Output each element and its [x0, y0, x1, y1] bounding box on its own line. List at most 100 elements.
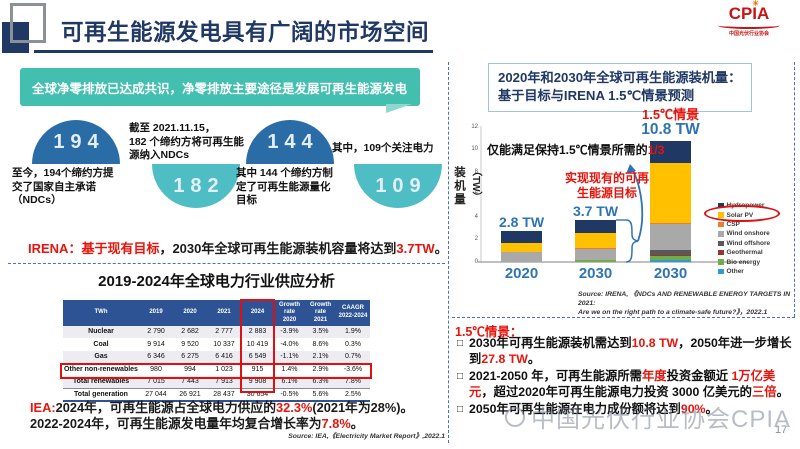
table-cell: 6 275	[181, 353, 199, 361]
legend-label: CSP	[726, 220, 740, 228]
legend-item: Wind offshore	[718, 239, 770, 248]
table-cell: 2 883	[248, 328, 267, 336]
table-cell: Total renewables	[72, 378, 130, 385]
legend-item: Bio energy	[718, 257, 770, 266]
legend-item: CSP	[718, 220, 770, 229]
table-cell: 2.9%	[312, 365, 329, 373]
bullet-text: 2030年可再生能源装机需达到10.8 TW，2050年进一步增长到27.8 T…	[469, 336, 797, 368]
legend-label: Wind offshore	[726, 239, 771, 247]
table-cell: 7 015	[147, 378, 165, 385]
brace-icon	[625, 219, 639, 263]
bullet-text: 2050年可再生能源在电力成份额将达到90%。	[469, 402, 718, 418]
chart-source: Source: IRENA, 《NDCs AND RENEWABLE ENERG…	[578, 290, 800, 318]
text-segment: IRENA：基于现有目标	[28, 241, 160, 256]
left-section-divider	[8, 263, 445, 264]
table-title: 2019-2024年全球电力行业供应分析	[98, 273, 335, 290]
legend-swatch	[718, 268, 724, 275]
bullet-marker: □	[457, 403, 464, 415]
y-tick-label: 0	[474, 258, 478, 265]
table-cell: 6 549	[248, 353, 267, 361]
table-cell: 0.7%	[345, 353, 361, 361]
table-cell: -1.1%	[280, 353, 299, 361]
text-segment: 。	[434, 241, 448, 256]
arrow-head-icon	[626, 164, 636, 174]
stat-value: 194	[53, 130, 105, 153]
text-segment: 27.8 TW	[481, 351, 528, 366]
bar-segment-csp	[650, 222, 691, 224]
table-row: Total generation 27 044 26 921 28 437 30 654…	[63, 387, 370, 401]
text-segment: 10.8 TW	[631, 336, 679, 350]
bullet-text: 2021-2050 年，可再生能源所需年度投资金额近 1万亿美元，超过2020年…	[469, 369, 797, 401]
col-header: 2024	[241, 300, 274, 326]
text-segment: 32.3%	[276, 400, 313, 415]
table-cell: 1.4%	[281, 365, 298, 373]
table-cell: 2 682	[181, 328, 199, 336]
col-header: TWh	[63, 300, 139, 326]
table-cell: 7 443	[181, 378, 199, 385]
table-cell: 0.3%	[345, 340, 361, 348]
stat-caption: 截至 2021.11.15， 182 个缔约方将可再生能 源纳入NDCs	[129, 122, 244, 162]
table-cell: 8.6%	[312, 340, 329, 348]
text-segment: 7.8%	[321, 416, 351, 431]
text-segment: 。	[705, 401, 718, 416]
y-tick-label: 2	[474, 236, 478, 242]
text-segment: ，2030年全球可再生能源装机容量将达到	[159, 241, 397, 256]
key-message-banner: 全球净零排放已达成共识，净零排放主要途径是发展可再生能源发电	[20, 68, 420, 113]
table-cell: 2.1%	[312, 353, 329, 361]
bullet-item: □ 2021-2050 年，可再生能源所需年度投资金额近 1万亿美元，超过2020…	[455, 369, 797, 401]
sun-rays-icon	[752, 0, 759, 8]
legend-item: Wind onshore	[718, 229, 770, 238]
arrow-line	[631, 167, 644, 242]
table-cell: 3.5%	[312, 328, 329, 336]
col-header: 2020	[173, 300, 207, 326]
legend-swatch	[718, 240, 724, 246]
irena-statement: IRENA：基于现有目标，2030年全球可再生能源装机容量将达到3.7TW。	[28, 238, 448, 257]
deco-navy-square	[2, 22, 29, 53]
text-segment: 1万亿美元	[469, 368, 776, 399]
text-segment: ，2050年进一步增长到	[469, 336, 792, 366]
table-cell: 6 416	[215, 353, 233, 361]
y-axis-title-unit: （TW）	[470, 166, 481, 202]
legend-label: Bio energy	[726, 258, 761, 266]
table-cell: 2.5%	[336, 387, 370, 401]
scenario-bullets: □ 2030年可再生能源装机需达到10.8 TW，2050年进一步增长到27.8 …	[455, 336, 797, 419]
supply-table: TWh 2019 2020 2021 2024 Growth rate 2020 Growt…	[63, 300, 370, 402]
title-underline	[34, 50, 433, 53]
table-row: Other non-renewables 980 994 1 023 915 1.4% 2.…	[63, 363, 370, 376]
bar-segment-csp	[575, 247, 616, 249]
table-cell: -0.5%	[274, 387, 305, 401]
table-source: Source: IEA,《Electricity Market Report》,…	[288, 433, 445, 440]
stat-value: 109	[375, 174, 427, 197]
right-section-divider	[452, 317, 795, 318]
text-segment: 2024年，可再生能源占全球电力供应的	[55, 400, 277, 415]
annotation-fraction: 1/3	[647, 143, 665, 157]
text-segment: 。	[776, 384, 789, 399]
stat-circle-194: 194	[32, 120, 120, 164]
text-segment: 2030年可再生能源装机需达到	[469, 336, 632, 350]
stat-caption: 其中，109个关注电力	[332, 142, 434, 154]
table-cell: 915	[251, 365, 264, 373]
y-tick-label: 6	[474, 191, 478, 197]
table-cell: 7.8%	[345, 378, 361, 385]
bar-segment-wind-onshore	[575, 248, 616, 260]
table-cell: 7 913	[215, 378, 233, 385]
table-cell: 5.6%	[305, 387, 336, 401]
table-cell: Gas	[94, 353, 108, 361]
x-axis-label: 2030	[578, 265, 613, 282]
col-header: Growth rate 2020	[274, 300, 305, 326]
y-tick-label: 8	[474, 168, 478, 175]
scenario-label: 1.5℃情景	[642, 107, 700, 122]
highlight-box-2024-column	[240, 299, 275, 393]
legend-label: Other	[726, 267, 744, 275]
logo-arc	[718, 22, 780, 29]
table-cell: 10 337	[213, 340, 235, 348]
text-segment: 2022-2024年，可再生能源发电量年均复合增长率为	[30, 416, 322, 431]
table-cell: 6.3%	[312, 378, 329, 385]
table-cell: 9 908	[248, 378, 267, 385]
legend-swatch	[718, 249, 724, 256]
table-cell: Coal	[93, 340, 109, 348]
table-cell: 27 044	[139, 387, 173, 401]
text-segment: 90%	[680, 401, 706, 416]
legend-swatch	[718, 221, 724, 228]
table-cell: Total generation	[63, 387, 139, 401]
